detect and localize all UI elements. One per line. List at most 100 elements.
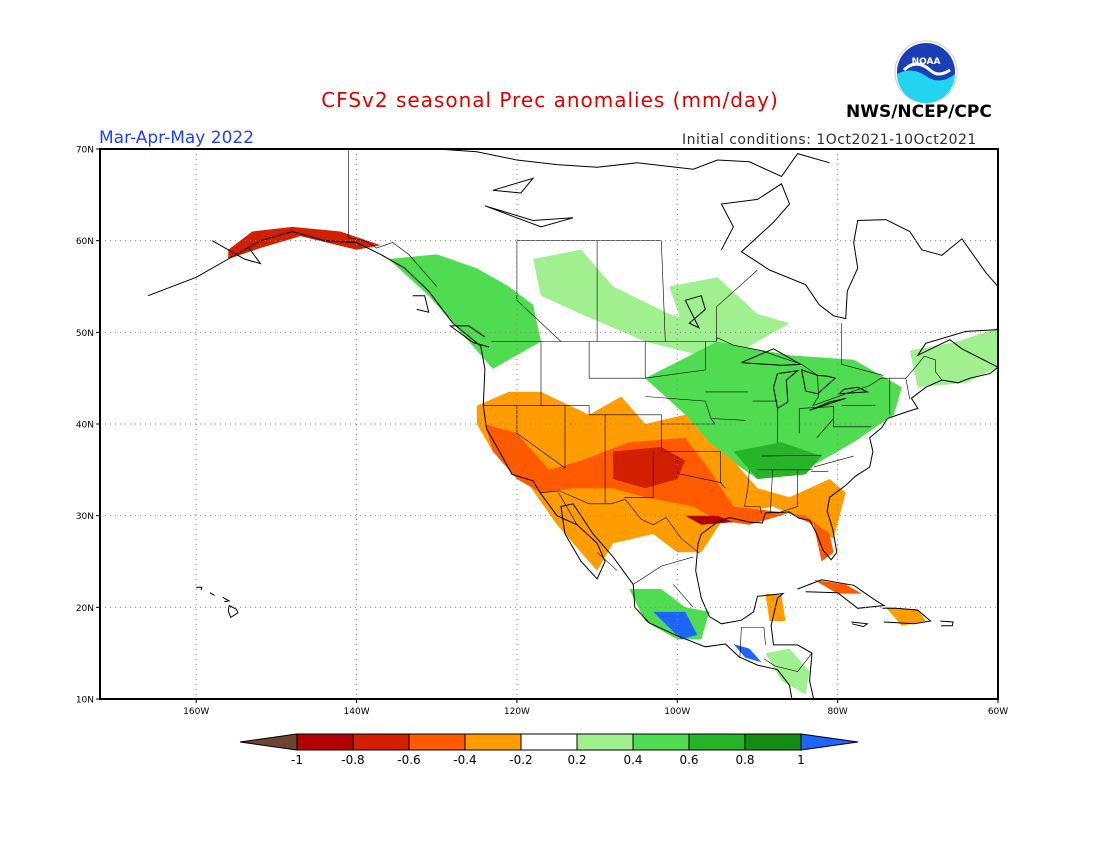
- latitude-tick-label: 70N: [76, 146, 94, 156]
- colorbar-tick-label: 0.6: [679, 753, 698, 767]
- anomaly-region: [909, 327, 998, 388]
- latitude-tick-label: 30N: [76, 512, 94, 522]
- coastline: [227, 605, 239, 619]
- coastline: [448, 325, 490, 348]
- political-border: [744, 469, 762, 514]
- colorbar-tick-label: -0.8: [341, 753, 364, 767]
- lake-outline: [492, 177, 535, 194]
- political-border: [661, 240, 666, 342]
- lake-outline: [484, 205, 574, 228]
- political-border: [588, 341, 646, 379]
- colorbar-swatch: [576, 733, 634, 751]
- political-border: [770, 469, 773, 513]
- political-border: [558, 492, 578, 525]
- map-title: CFSv2 seasonal Prec anomalies (mm/day): [321, 88, 779, 112]
- political-border: [645, 396, 716, 425]
- political-border: [833, 405, 872, 428]
- anomaly-region: [484, 424, 834, 562]
- longitude-tick-label: 100W: [664, 707, 690, 717]
- colorbar-tick-label: 0.8: [735, 753, 754, 767]
- noaa-logo-text: NOAA: [912, 57, 941, 67]
- lake-outline: [741, 348, 803, 366]
- anomaly-region: [228, 226, 381, 259]
- colorbar-arrow-low: [239, 733, 298, 751]
- coastline: [412, 295, 430, 313]
- political-border: [813, 455, 854, 468]
- colorbar-swatch: [688, 733, 746, 751]
- political-border: [716, 269, 758, 342]
- coastline: [436, 149, 830, 178]
- longitude-tick-label: 80W: [827, 707, 847, 717]
- colorbar-swatch: [352, 733, 410, 751]
- coastline: [222, 596, 231, 603]
- political-border: [673, 584, 694, 608]
- coastline: [196, 586, 203, 591]
- colorbar-swatch: [632, 733, 690, 751]
- initial-conditions-label: Initial conditions: 1Oct2021-10Oct2021: [682, 132, 977, 148]
- latitude-tick-label: 40N: [76, 421, 94, 431]
- agency-label: NWS/NCEP/CPC: [846, 102, 992, 122]
- longitude-tick-label: 140W: [344, 707, 370, 717]
- colorbar-tick-label: 0.4: [623, 753, 642, 767]
- colorbar-swatch: [520, 733, 578, 751]
- coastline: [851, 621, 869, 628]
- political-border: [491, 337, 943, 407]
- political-border: [596, 552, 618, 571]
- political-border: [761, 454, 822, 457]
- political-border: [841, 323, 884, 376]
- anomaly-region: [813, 579, 862, 594]
- coastline: [797, 579, 886, 609]
- latitude-tick-label: 10N: [76, 696, 94, 706]
- coastline: [209, 592, 215, 596]
- political-border: [540, 490, 700, 554]
- lake-outline: [684, 295, 706, 329]
- colorbar-tick-label: -0.4: [453, 753, 476, 767]
- colorbar-arrow-high: [800, 733, 859, 751]
- coastline: [882, 607, 932, 625]
- latitude-tick-label: 50N: [76, 329, 94, 339]
- political-border: [624, 451, 654, 498]
- anomaly-region: [653, 611, 698, 640]
- lake-outline: [837, 386, 870, 395]
- political-border: [816, 418, 834, 438]
- latitude-tick-label: 60N: [76, 237, 94, 247]
- political-border: [676, 456, 722, 483]
- coastline: [212, 240, 262, 265]
- gridline-layer: [100, 149, 998, 699]
- anomaly-region: [765, 648, 810, 695]
- political-border: [763, 653, 813, 672]
- colorbar-tick-label: -0.2: [509, 753, 532, 767]
- coastline: [720, 183, 998, 320]
- political-border: [777, 469, 798, 514]
- political-border: [905, 378, 911, 400]
- anomaly-region: [388, 254, 541, 369]
- coastline-layer: [147, 149, 998, 699]
- anomaly-region: [685, 515, 734, 525]
- political-border: [711, 418, 746, 421]
- coastline: [695, 329, 998, 699]
- longitude-tick-label: 60W: [988, 707, 1008, 717]
- season-label: Mar-Apr-May 2022: [99, 128, 255, 148]
- lake-outline: [809, 397, 846, 411]
- colorbar-swatch: [464, 733, 522, 751]
- latitude-tick-label: 20N: [76, 604, 94, 614]
- anomaly-region: [613, 446, 686, 489]
- colorbar-swatch: [744, 733, 802, 751]
- political-border: [799, 406, 834, 409]
- colorbar-tick-label: 1: [797, 753, 805, 767]
- coastline: [940, 620, 954, 627]
- political-border: [516, 341, 566, 469]
- longitude-tick-label: 120W: [504, 707, 530, 717]
- colorbar-tick-label: 0.2: [567, 753, 586, 767]
- longitude-tick-label: 160W: [183, 707, 209, 717]
- colorbar-swatch: [408, 733, 466, 751]
- noaa-logo: NOAA: [894, 40, 958, 104]
- axis-tick-labels: 70N 60N 50N 40N 30N 20N 10N 160W 140W 120W 100W 80W…: [76, 146, 1008, 718]
- political-border: [739, 627, 766, 658]
- colorbar-tick-label: -0.6: [397, 753, 420, 767]
- anomaly-region: [885, 607, 926, 626]
- colorbar-tick-label: -1: [291, 753, 303, 767]
- political-border: [633, 556, 694, 585]
